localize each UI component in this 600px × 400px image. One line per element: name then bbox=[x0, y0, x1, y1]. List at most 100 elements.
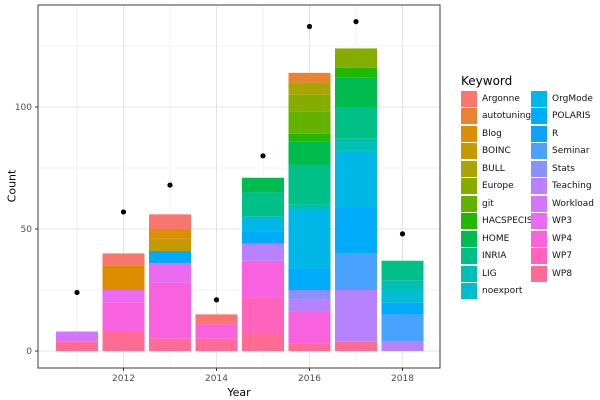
legend-item-BULL: BULL bbox=[461, 160, 505, 177]
bar-segment-2017-INRIA bbox=[335, 107, 377, 139]
legend-swatch-BULL bbox=[461, 160, 477, 177]
legend-item-Seminar: Seminar bbox=[531, 143, 589, 160]
legend-label: Teaching bbox=[552, 181, 592, 191]
legend-swatch-BOINC bbox=[461, 143, 477, 159]
legend-label: Stats bbox=[552, 163, 575, 174]
legend-item-WP4: WP4 bbox=[531, 230, 572, 247]
panel-border bbox=[37, 4, 441, 369]
legend-label: BULL bbox=[482, 163, 505, 174]
bar-segment-2016-OrgMode bbox=[288, 209, 331, 269]
count-dot-2017 bbox=[353, 19, 359, 25]
legend-item-OrgMode: OrgMode bbox=[531, 90, 593, 107]
legend-label: LIG bbox=[482, 268, 497, 279]
count-dot-2016 bbox=[306, 23, 313, 30]
legend-swatch-autotuning bbox=[461, 108, 477, 124]
legend-item-WP3: WP3 bbox=[531, 213, 572, 230]
count-dot-2012 bbox=[120, 209, 127, 215]
legend-swatch-LIG bbox=[461, 265, 477, 282]
legend-label: HACSPECIS bbox=[482, 216, 533, 226]
bar-segment-2016-POLARIS bbox=[288, 268, 331, 290]
bar-segment-2018-Teaching bbox=[381, 341, 424, 351]
bar-segment-2017-LIG bbox=[335, 138, 377, 151]
bar-segment-2013-Argonne bbox=[149, 214, 191, 229]
legend-swatch-POLARIS bbox=[531, 108, 547, 124]
bar-segment-2015-Teaching bbox=[242, 243, 284, 261]
legend-item-WP7: WP7 bbox=[531, 248, 572, 265]
bar-segment-2015-INRIA bbox=[242, 192, 284, 217]
bar-segment-2016-git bbox=[288, 111, 331, 134]
bar-segment-2017-HOME bbox=[335, 77, 377, 107]
legend-item-BOINC: BOINC bbox=[461, 143, 511, 160]
legend-swatch-Seminar bbox=[531, 143, 547, 159]
bar-segment-2017-POLARIS bbox=[335, 207, 377, 254]
legend-label: WP8 bbox=[552, 268, 573, 279]
legend-swatch-R bbox=[531, 125, 547, 142]
legend-swatch-Workload bbox=[531, 195, 547, 212]
bar-segment-2013-WP8 bbox=[149, 338, 191, 351]
legend-title: Keyword bbox=[461, 74, 513, 88]
legend-label: Europe bbox=[482, 181, 514, 191]
bar-segment-2016-autotuning bbox=[288, 72, 331, 83]
legend-label: noexport bbox=[482, 286, 523, 296]
x-tick-label: 2014 bbox=[205, 374, 228, 384]
legend-label: git bbox=[482, 198, 494, 209]
legend-swatch-OrgMode bbox=[531, 90, 547, 107]
bar-segment-2016-LIG bbox=[288, 204, 331, 210]
bar-segment-2012-Argonne bbox=[102, 253, 145, 266]
bar-segment-2016-Teaching bbox=[288, 299, 331, 312]
bar-segment-2016-WP4 bbox=[288, 311, 331, 344]
bar-segment-2017-Seminar bbox=[335, 253, 377, 290]
legend-item-Teaching: Teaching bbox=[531, 178, 592, 195]
legend-item-Europe: Europe bbox=[461, 178, 514, 195]
legend-item-Workload: Workload bbox=[531, 195, 594, 212]
bar-segment-2018-INRIA bbox=[381, 260, 424, 281]
bar-segment-2018-LIG bbox=[381, 280, 424, 290]
bar-segment-2016-WP8 bbox=[288, 343, 331, 351]
legend-item-Stats: Stats bbox=[531, 160, 575, 177]
legend-item-Blog: Blog bbox=[461, 125, 502, 142]
legend-swatch-WP7 bbox=[531, 248, 547, 264]
legend-label: BOINC bbox=[482, 146, 511, 156]
bar-segment-2016-HACSPECIS bbox=[288, 133, 331, 142]
bar-segment-2015-OrgMode bbox=[242, 216, 284, 232]
bar-segment-2016-Europe bbox=[288, 94, 331, 112]
x-axis-title: Year bbox=[227, 386, 251, 399]
bar-segment-2015-HOME bbox=[242, 177, 284, 193]
legend-label: WP3 bbox=[552, 216, 573, 226]
legend-label: INRIA bbox=[482, 251, 507, 261]
legend-swatch-WP4 bbox=[531, 230, 547, 247]
bar-segment-2017-OrgMode bbox=[335, 150, 377, 208]
legend-label: Seminar bbox=[552, 146, 590, 156]
legend-item-LIG: LIG bbox=[461, 265, 497, 282]
bar-segment-2013-WP3 bbox=[149, 263, 191, 283]
count-dot-2015 bbox=[260, 153, 266, 159]
x-tick-label: 2012 bbox=[112, 374, 135, 384]
bar-segment-2012-Blog bbox=[102, 265, 145, 290]
bar-segment-2016-HOME bbox=[288, 141, 331, 166]
legend-label: Argonne bbox=[482, 93, 520, 104]
x-tick-label: 2018 bbox=[391, 374, 414, 384]
bar-segment-2018-POLARIS bbox=[381, 302, 424, 315]
bar-segment-2018-Seminar bbox=[381, 314, 424, 342]
legend-label: R bbox=[552, 128, 559, 139]
y-tick-label: 0 bbox=[26, 347, 32, 357]
bar-segment-2014-WP4 bbox=[195, 324, 238, 339]
count-dot-2011 bbox=[74, 289, 80, 296]
legend-item-WP8: WP8 bbox=[531, 265, 572, 282]
bar-segment-2016-INRIA bbox=[288, 165, 331, 205]
bar-segment-2014-WP8 bbox=[195, 338, 238, 351]
legend-label: POLARIS bbox=[552, 111, 591, 121]
bar-segment-2013-Blog bbox=[149, 229, 191, 239]
legend-swatch-WP8 bbox=[531, 265, 547, 282]
legend-item-Argonne: Argonne bbox=[461, 90, 520, 107]
bar-segment-2017-HACSPECIS bbox=[335, 67, 377, 78]
panel-background bbox=[38, 5, 440, 368]
bar-segment-2017-WP8 bbox=[335, 341, 377, 351]
bar-segment-2015-WP4 bbox=[242, 260, 284, 298]
bar-segment-2012-WP8 bbox=[102, 331, 145, 351]
legend-swatch-Teaching bbox=[531, 178, 547, 194]
legend-swatch-Blog bbox=[461, 125, 477, 142]
legend-item-HACSPECIS: HACSPECIS bbox=[461, 213, 533, 230]
